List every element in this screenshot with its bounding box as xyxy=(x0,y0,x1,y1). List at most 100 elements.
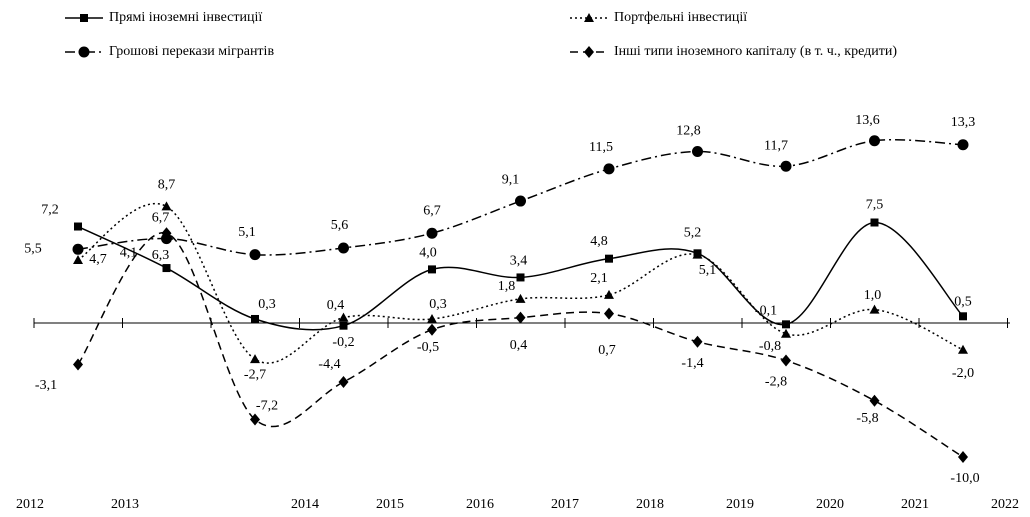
marker xyxy=(338,242,349,254)
marker xyxy=(959,312,967,321)
data-label: -0,1 xyxy=(755,304,777,319)
data-label: -5,8 xyxy=(856,411,878,426)
x-tick-label: 2022 xyxy=(991,497,1019,512)
marker xyxy=(74,222,82,231)
marker xyxy=(515,311,526,324)
data-label: -2,8 xyxy=(765,375,787,390)
marker xyxy=(958,344,968,354)
series: -3,1 6,7 -7,2 -4,4 -0,5 0,4 0,7 -1,4 -2,8 -5,8 -10… xyxy=(35,210,980,486)
legend-label: Інші типи іноземного капіталу (в т. ч., … xyxy=(614,44,897,59)
data-label: -3,1 xyxy=(35,378,57,393)
x-tick-label: 2015 xyxy=(376,497,404,512)
data-label: 5,6 xyxy=(331,218,349,233)
series: 4,7 8,7 -2,7 0,4 0,3 1,8 2,1 5,1 -0,8 1,0 -2,0 xyxy=(73,178,974,382)
legend-item: Прямі іноземні інвестиції xyxy=(65,10,262,25)
data-label: 11,5 xyxy=(589,140,613,155)
series-line xyxy=(77,232,964,458)
marker xyxy=(250,413,260,426)
data-label: 4,8 xyxy=(590,234,608,249)
data-label: -2,7 xyxy=(244,367,266,382)
marker xyxy=(692,335,703,348)
data-label: 6,7 xyxy=(423,203,441,218)
data-label: 1,0 xyxy=(864,288,882,303)
marker xyxy=(73,255,83,265)
data-label: 6,3 xyxy=(152,248,170,263)
data-label: -2,0 xyxy=(952,366,974,381)
data-label: 12,8 xyxy=(676,124,701,139)
marker xyxy=(781,354,791,367)
marker xyxy=(516,273,525,282)
data-label: -7,2 xyxy=(256,399,278,414)
data-label: 5,1 xyxy=(699,263,717,278)
marker xyxy=(427,323,437,336)
x-tick-label: 2016 xyxy=(466,497,494,512)
marker xyxy=(73,358,83,371)
x-tick-label: 2021 xyxy=(901,497,929,512)
data-label: 5,2 xyxy=(684,226,702,241)
marker xyxy=(162,264,171,273)
data-label: 4,1 xyxy=(120,245,138,260)
marker xyxy=(957,139,969,151)
data-label: 5,5 xyxy=(24,242,42,257)
marker xyxy=(251,314,259,323)
data-label: 1,8 xyxy=(498,279,516,294)
marker xyxy=(692,145,703,157)
marker xyxy=(78,46,90,58)
legend-item: Інші типи іноземного капіталу (в т. ч., … xyxy=(570,44,897,59)
data-label: 4,0 xyxy=(419,246,437,261)
x-tick-label: 2018 xyxy=(636,497,664,512)
marker xyxy=(869,135,880,147)
data-label: -0,8 xyxy=(759,339,781,354)
legend-item: Портфельні інвестиції xyxy=(570,10,747,25)
marker xyxy=(338,312,349,322)
data-label: 8,7 xyxy=(158,178,176,193)
data-label: 7,2 xyxy=(41,203,59,218)
x-tick-label: 2014 xyxy=(291,497,319,512)
data-label: 4,7 xyxy=(89,252,107,267)
data-label: 0,4 xyxy=(510,338,528,353)
marker xyxy=(870,218,879,227)
legend-label: Грошові перекази мігрантів xyxy=(109,44,274,59)
data-label: -0,2 xyxy=(332,335,354,350)
marker xyxy=(515,293,526,303)
series-line xyxy=(77,138,964,256)
data-label: 9,1 xyxy=(502,172,520,187)
data-label: 0,5 xyxy=(954,295,972,310)
data-label: 7,5 xyxy=(866,198,884,213)
data-label: -0,5 xyxy=(417,340,439,355)
data-label: -4,4 xyxy=(318,357,340,372)
data-label: -1,4 xyxy=(681,356,703,371)
x-tick-label: 2017 xyxy=(551,497,579,512)
marker xyxy=(958,451,968,463)
marker xyxy=(604,289,614,299)
marker xyxy=(604,307,614,320)
marker xyxy=(338,375,349,388)
legend-label: Прямі іноземні інвестиції xyxy=(109,10,262,25)
data-label: 13,6 xyxy=(855,113,880,128)
data-label: 0,3 xyxy=(429,297,447,312)
data-label: 13,3 xyxy=(951,115,976,130)
marker xyxy=(161,227,172,240)
marker xyxy=(692,249,703,259)
marker xyxy=(249,249,261,261)
x-tick-label: 2019 xyxy=(726,497,754,512)
marker xyxy=(605,254,613,263)
marker xyxy=(515,195,526,207)
marker xyxy=(869,394,880,407)
data-label: 2,1 xyxy=(590,271,608,286)
marker xyxy=(339,321,348,330)
marker xyxy=(250,354,260,364)
data-label: -10,0 xyxy=(950,471,979,486)
marker xyxy=(584,13,594,22)
series-line xyxy=(77,221,964,331)
data-label: 0,7 xyxy=(598,343,616,358)
marker xyxy=(428,265,436,274)
marker xyxy=(426,227,438,239)
marker xyxy=(161,201,172,211)
series-line xyxy=(77,203,964,364)
series: 5,5 6,3 5,1 5,6 6,7 9,1 11,5 12,8 11,7 13,6 13,3 xyxy=(24,113,975,263)
x-tick-label: 2020 xyxy=(816,497,844,512)
marker xyxy=(72,243,84,255)
marker xyxy=(80,14,88,22)
